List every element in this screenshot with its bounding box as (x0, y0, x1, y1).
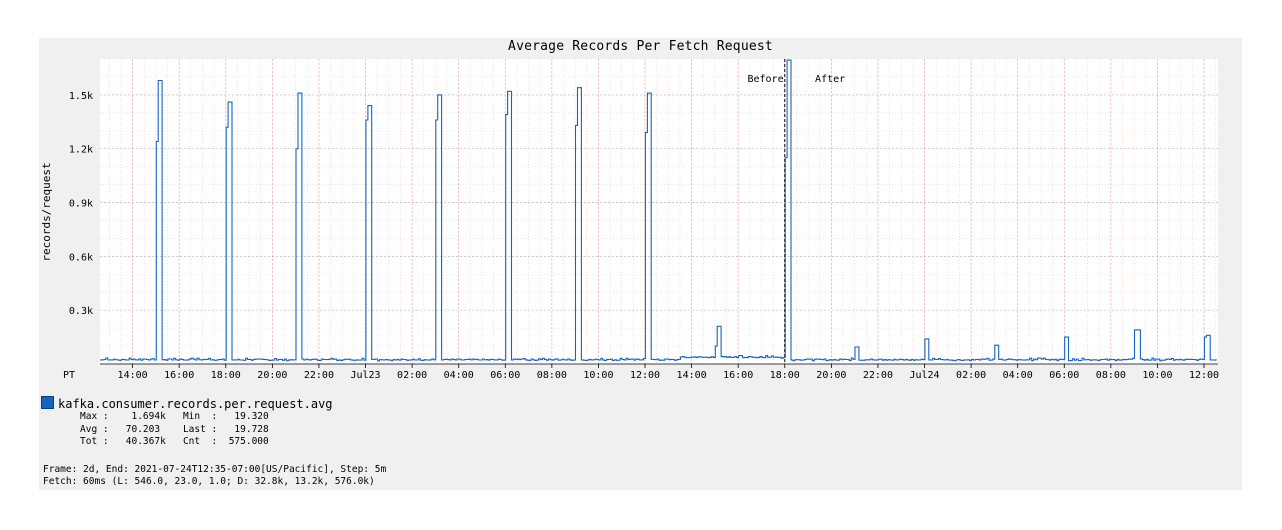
legend-stats: Max : 1.694k Min : 19.320 Avg : 70.203 La… (80, 411, 269, 449)
y-tick-label: 1.2k (69, 145, 93, 156)
x-tick-label: 12:00 (630, 370, 660, 381)
legend-series-name: kafka.consumer.records.per.request.avg (58, 397, 333, 411)
x-tick-label: 06:00 (1049, 370, 1079, 381)
stats-line-3: Tot : 40.367k Cnt : 575.000 (80, 436, 269, 447)
x-tick-label: Jul24 (909, 370, 939, 381)
stats-line-1: Max : 1.694k Min : 19.320 (80, 411, 269, 422)
footer-fetch-line: Fetch: 60ms (L: 546.0, 23.0, 1.0; D: 32.… (43, 476, 375, 487)
x-tick-label: 20:00 (816, 370, 846, 381)
x-tick-label: 16:00 (723, 370, 753, 381)
series-line (100, 59, 1217, 362)
chart-svg: 0.3k 0.6k 0.9k 1.2k 1.5k 14:00 16:00 18:00 20:0… (40, 59, 1219, 381)
annotations: Before After (747, 59, 845, 364)
x-tick-label: 04:00 (444, 370, 474, 381)
annotation-label: After (815, 74, 845, 85)
y-axis: 0.3k 0.6k 0.9k 1.2k 1.5k (69, 91, 93, 317)
x-tick-label: 02:00 (397, 370, 427, 381)
footer-info: Frame: 2d, End: 2021-07-24T12:35-07:00[U… (43, 464, 386, 488)
x-tick-label: 02:00 (956, 370, 986, 381)
x-tick-label: 20:00 (257, 370, 287, 381)
x-tick-label: 16:00 (164, 370, 194, 381)
x-tick-label: 22:00 (863, 370, 893, 381)
y-tick-label: 0.9k (69, 199, 93, 210)
x-axis: 14:00 16:00 18:00 20:00 22:00 Jul23 02:00 04:00… (100, 363, 1219, 381)
x-tick-label: 04:00 (1003, 370, 1033, 381)
x-tick-label: 10:00 (583, 370, 613, 381)
y-tick-label: 1.5k (69, 91, 93, 102)
x-tick-label: 14:00 (118, 370, 148, 381)
legend-swatch (41, 396, 54, 409)
y-tick-label: 0.3k (69, 306, 93, 317)
x-tick-label: 18:00 (211, 370, 241, 381)
x-tick-label: 08:00 (1096, 370, 1126, 381)
x-tick-label: 22:00 (304, 370, 334, 381)
y-tick-label: 0.6k (69, 252, 93, 263)
x-tick-label: 18:00 (770, 370, 800, 381)
annotation-label: Before (747, 74, 783, 85)
stats-line-2: Avg : 70.203 Last : 19.728 (80, 423, 269, 435)
footer-frame-line: Frame: 2d, End: 2021-07-24T12:35-07:00[U… (43, 464, 387, 475)
legend: kafka.consumer.records.per.request.avg (41, 396, 333, 411)
x-tick-label: 10:00 (1142, 370, 1172, 381)
timezone-label: PT (63, 370, 75, 381)
x-tick-label: 06:00 (490, 370, 520, 381)
x-tick-label: 08:00 (537, 370, 567, 381)
chart-title: Average Records Per Fetch Request (508, 39, 773, 54)
y-axis-label: records/request (40, 162, 53, 261)
series-layer (100, 59, 1217, 362)
x-tick-label: 12:00 (1189, 370, 1219, 381)
x-tick-label: Jul23 (350, 370, 380, 381)
plot-area (100, 59, 1218, 364)
x-tick-label: 14:00 (677, 370, 707, 381)
grid-lines (100, 59, 1218, 364)
